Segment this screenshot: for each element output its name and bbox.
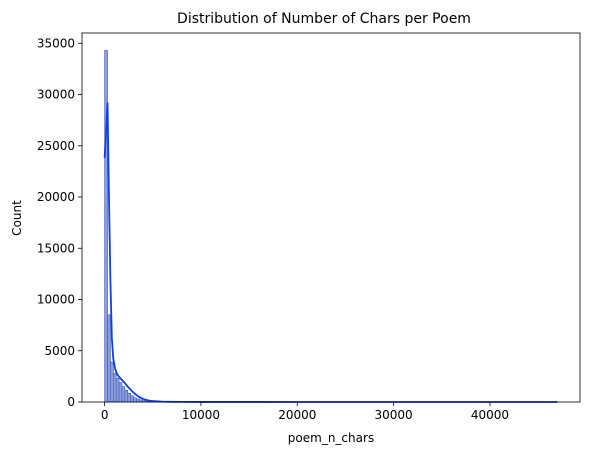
- x-axis-ticks: 0 10000 20000 30000 40000: [101, 402, 509, 422]
- x-axis-label: poem_n_chars: [288, 431, 374, 445]
- histogram-bar: [113, 372, 117, 403]
- histogram-bar: [127, 392, 131, 403]
- x-tick-label: 30000: [375, 408, 413, 422]
- histogram-bar: [118, 382, 123, 403]
- y-tick-label: 10000: [37, 293, 75, 307]
- plot-frame: [81, 32, 581, 403]
- histogram-bar: [133, 397, 137, 403]
- histogram-bar: [121, 386, 126, 403]
- y-tick-label: 35000: [37, 36, 75, 50]
- x-tick-label: 10000: [182, 408, 220, 422]
- histogram-bar: [136, 398, 140, 403]
- y-tick-label: 25000: [37, 139, 75, 153]
- x-tick-label: 40000: [471, 408, 509, 422]
- histogram-bars: [104, 50, 192, 403]
- chart-title: Distribution of Number of Chars per Poem: [177, 11, 471, 27]
- x-tick-label: 20000: [278, 408, 316, 422]
- histogram-bar: [130, 395, 134, 403]
- histogram-bar: [115, 378, 120, 403]
- kde-curve: [103, 102, 558, 403]
- y-tick-label: 30000: [37, 88, 75, 102]
- y-tick-label: 15000: [37, 241, 75, 255]
- x-tick-label: 0: [101, 408, 109, 422]
- histogram-bar: [110, 361, 114, 403]
- y-tick-label: 20000: [37, 190, 75, 204]
- y-axis-ticks: 0 5000 10000 15000 20000 25000 30000 35000: [37, 36, 82, 409]
- y-tick-label: 0: [67, 395, 75, 409]
- y-axis-label: Count: [10, 200, 24, 236]
- histogram-bar: [124, 389, 129, 403]
- y-tick-label: 5000: [44, 344, 75, 358]
- histogram-bar: [107, 314, 111, 403]
